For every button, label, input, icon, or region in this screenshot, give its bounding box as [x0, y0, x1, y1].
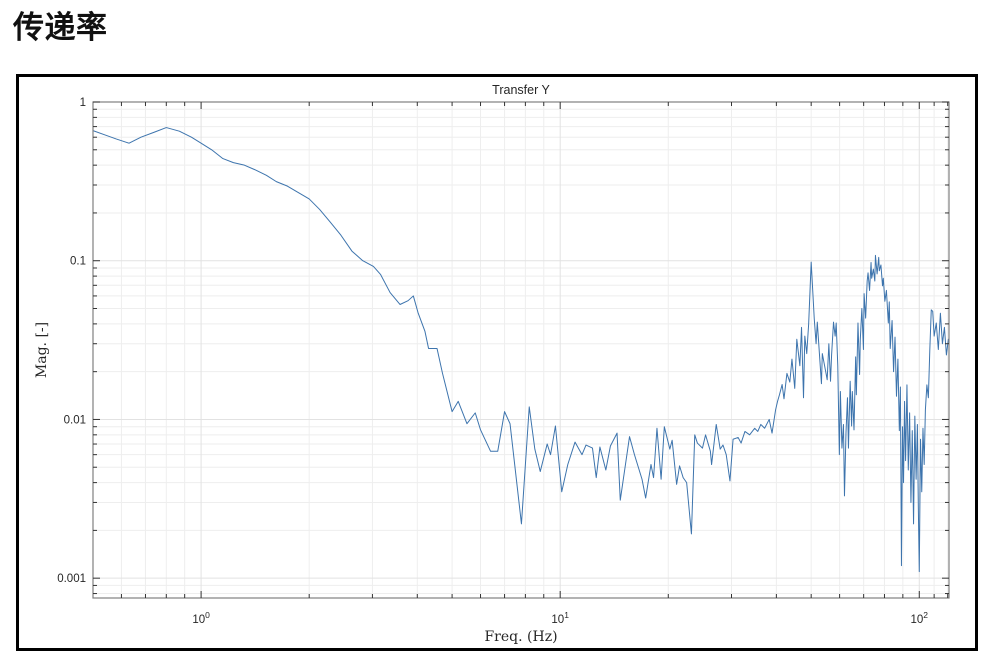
y-axis-label: Mag. [-] — [34, 322, 50, 378]
x-tick-label: 100 — [192, 610, 210, 626]
y-tick-label: 0.1 — [70, 256, 86, 268]
x-axis-label: Freq. (Hz) — [484, 629, 557, 645]
figure-frame: Transfer Y 100 101 102 1 0.1 0.01 0.001 Freq. (H… — [16, 74, 978, 651]
y-tick-label: 0.01 — [64, 414, 86, 426]
axes-box — [92, 101, 950, 599]
page-heading: 传递率 — [13, 10, 108, 45]
transfer-curve — [92, 127, 949, 573]
y-tick-label: 1 — [80, 97, 86, 109]
chart-title: Transfer Y — [492, 83, 550, 97]
y-tick-label: 0.001 — [57, 573, 86, 585]
transfer-plot: Transfer Y 100 101 102 1 0.1 0.01 0.001 Freq. (H… — [34, 83, 950, 645]
x-tick-label: 101 — [551, 610, 569, 626]
x-tick-label: 102 — [911, 610, 929, 626]
